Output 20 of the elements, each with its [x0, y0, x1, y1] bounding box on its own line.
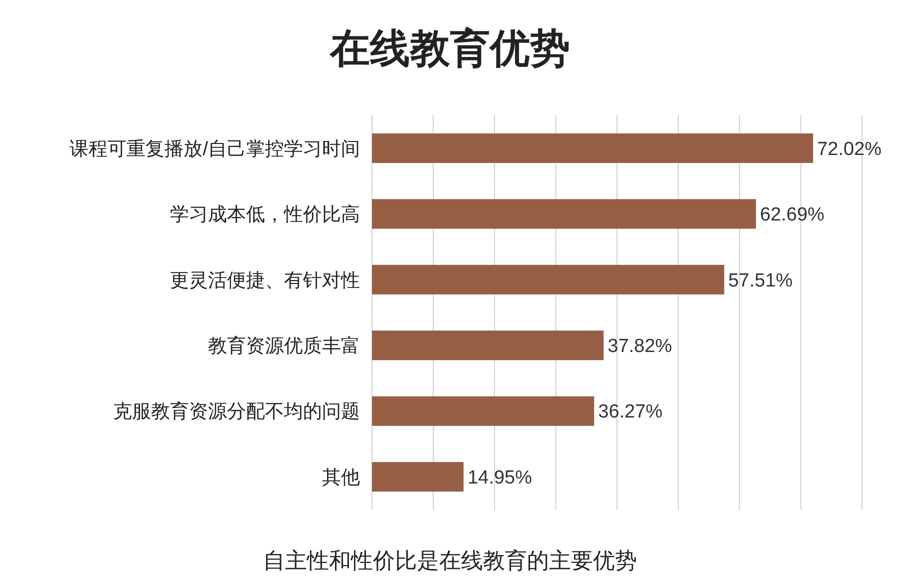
y-tick-label: 其他: [322, 467, 360, 488]
bar: [372, 330, 604, 360]
data-label: 72.02%: [817, 138, 882, 160]
bar: [372, 199, 756, 229]
data-label: 62.69%: [760, 204, 825, 226]
chart-title: 在线教育优势: [329, 26, 570, 71]
data-label: 37.82%: [608, 336, 672, 358]
bar: [372, 462, 464, 492]
bar: [372, 396, 594, 426]
data-label: 57.51%: [728, 270, 793, 292]
data-label: 14.95%: [468, 467, 532, 488]
bar: [372, 264, 724, 294]
text: 自主性和性价比是在线教育的主要优势: [263, 548, 637, 573]
data-label: 36.27%: [598, 402, 663, 423]
y-tick-label: 更灵活便捷、有针对性: [170, 270, 360, 292]
bar: [372, 133, 814, 163]
y-tick-label: 克服教育资源分配不均的问题: [113, 400, 360, 423]
y-tick-label: 课程可重复播放/自己掌控学习时间: [70, 138, 360, 160]
y-tick-label: 教育资源优质丰富: [208, 335, 360, 358]
y-tick-label: 学习成本低，性价比高: [170, 204, 360, 226]
